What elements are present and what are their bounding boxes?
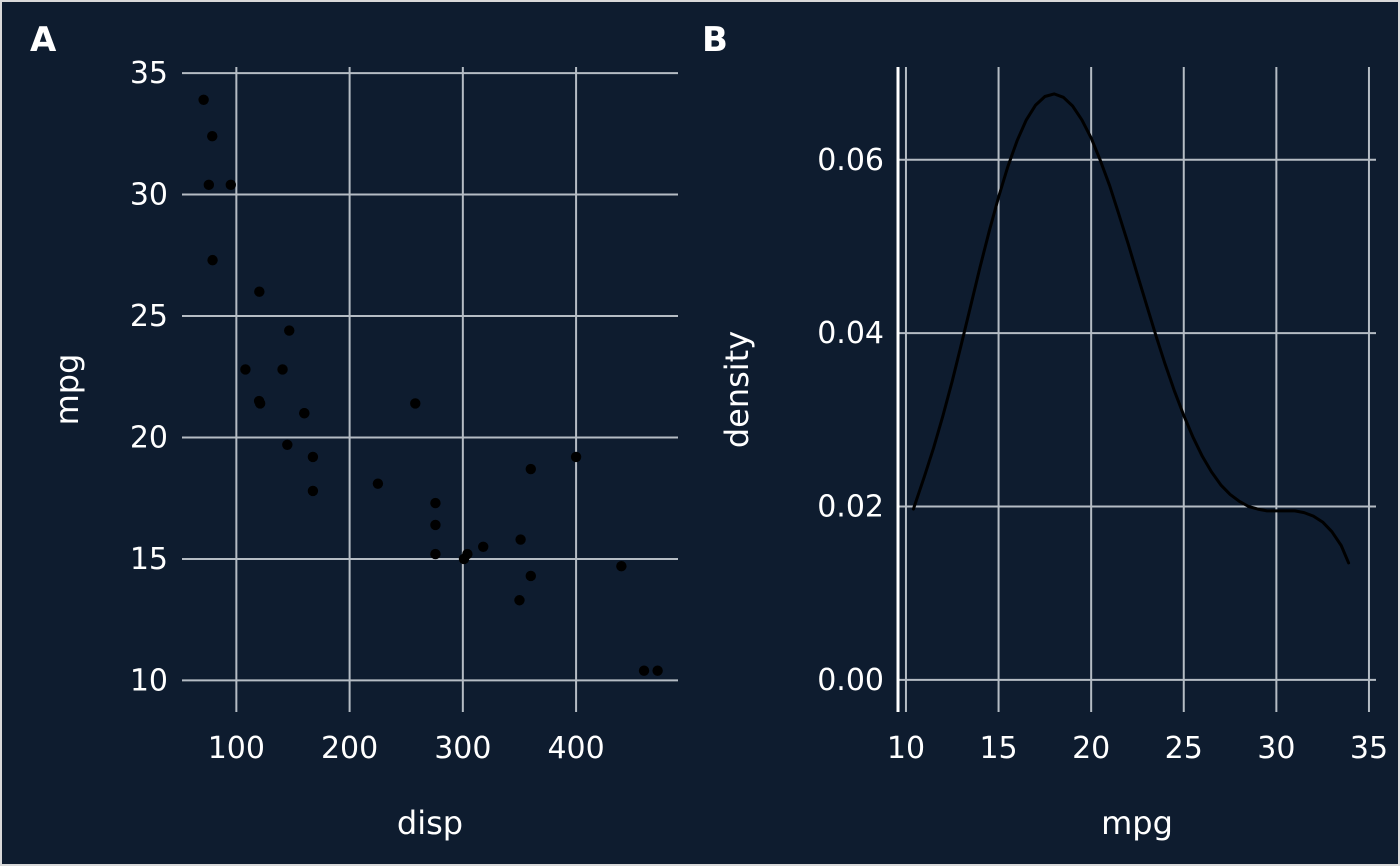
y-tick-label: 0.02 [817,490,884,525]
data-point [254,286,265,297]
data-point [198,94,209,105]
y-axis-title: mpg [48,354,86,426]
data-point [458,553,470,565]
x-tick-label: 35 [1350,731,1388,766]
x-tick-label: 15 [979,731,1017,766]
data-point [514,595,525,606]
y-tick-label: 30 [130,178,168,213]
x-tick-label: 25 [1165,731,1203,766]
x-axis-title: mpg [1101,804,1173,842]
data-point [372,478,384,489]
data-point [410,398,421,409]
y-tick-label: 0.00 [817,663,884,698]
data-point [616,561,627,572]
y-tick-label: 10 [130,663,168,698]
panel-b: B 10 15 20 25 30 35 0.00 0.02 0.04 0.06 mpg density [686,2,1398,864]
data-point [240,364,251,375]
data-point [254,398,266,409]
data-point [515,534,526,545]
data-point [525,570,536,582]
density-curve [911,92,1351,565]
data-point [652,665,663,676]
data-point [207,131,218,142]
panel-a: A 100 200 300 400 10 15 20 25 30 35 disp mpg [2,2,686,864]
data-point [570,451,582,463]
x-tick-label: 400 [547,731,604,766]
data-point [307,485,319,497]
data-point [307,451,319,463]
y-tick-label: 0.06 [817,143,884,178]
data-point [284,325,295,336]
x-tick-label: 100 [208,731,265,766]
data-point [430,497,441,509]
scatter-plot-mpg-vs-disp: 100 200 300 400 10 15 20 25 30 35 disp mpg [48,56,678,842]
x-tick-label: 300 [434,731,491,766]
data-point [430,548,441,560]
x-tick-label: 30 [1257,731,1295,766]
x-tick-label: 200 [321,731,378,766]
data-point [638,665,650,676]
data-point [225,179,237,191]
x-tick-label: 10 [887,731,925,766]
density-plot-mpg: 10 15 20 25 30 35 0.00 0.02 0.04 0.06 mpg density [718,67,1388,842]
y-tick-label: 25 [130,299,168,334]
data-point [207,254,218,266]
y-tick-label: 0.04 [817,316,884,351]
y-tick-label: 35 [130,56,168,91]
data-point [525,463,536,475]
y-tick-label: 20 [130,420,168,455]
panel-b-label: B [702,20,729,60]
y-tick-label: 15 [130,542,168,577]
data-point [478,541,489,553]
data-point [277,364,288,375]
y-axis-title: density [718,331,756,448]
x-tick-label: 20 [1072,731,1110,766]
data-point [282,439,293,450]
data-point [203,179,215,191]
data-point [299,407,310,419]
data-point [430,519,441,531]
x-axis-title: disp [397,804,463,842]
panel-a-label: A [30,20,57,60]
